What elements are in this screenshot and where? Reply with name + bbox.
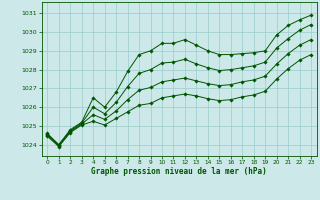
X-axis label: Graphe pression niveau de la mer (hPa): Graphe pression niveau de la mer (hPa) [91,167,267,176]
